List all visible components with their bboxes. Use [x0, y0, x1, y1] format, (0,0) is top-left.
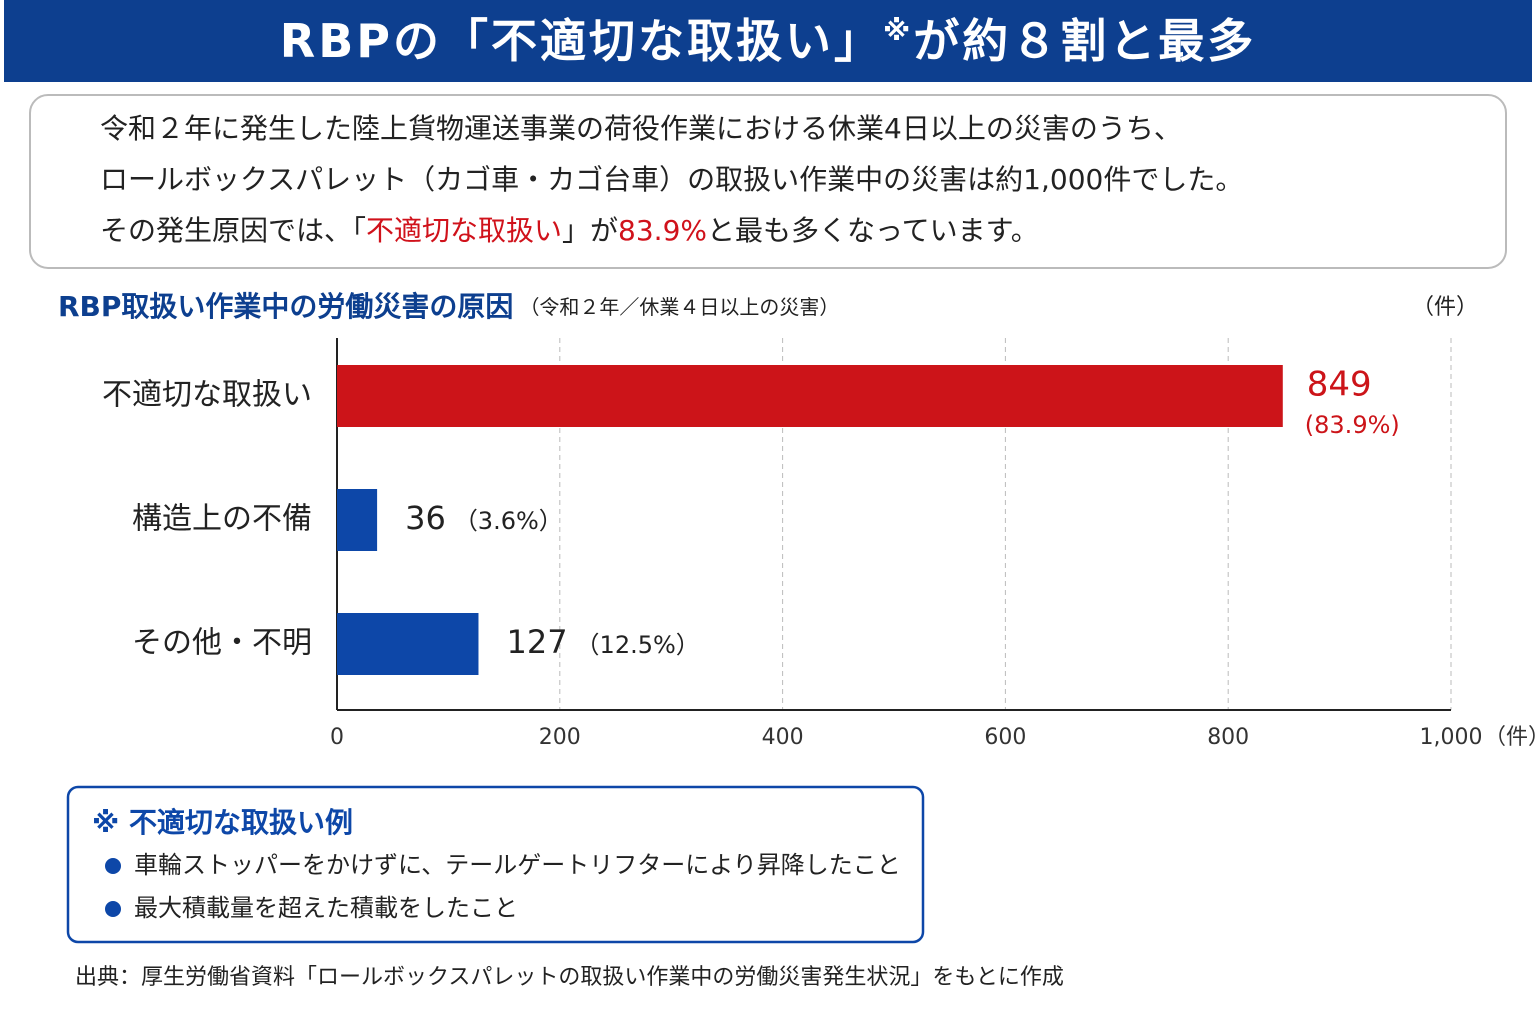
note-item: 最大積載量を超えた積載をしたこと	[134, 894, 518, 922]
chart-subtitle: （令和２年／休業４日以上の災害）	[519, 295, 839, 319]
title-main: RBPの「不適切な取扱い」	[280, 14, 883, 68]
x-tick-label: 800	[1207, 725, 1249, 750]
note-title: ※ 不適切な取扱い例	[92, 806, 353, 839]
value-label: 849	[1307, 365, 1372, 405]
chart-title-main: RBP取扱い作業中の労働災害の原因	[58, 290, 513, 323]
chart-title: RBP取扱い作業中の労働災害の原因 （令和２年／休業４日以上の災害）	[58, 290, 839, 323]
bar	[337, 613, 479, 675]
percent-label: （3.6%）	[454, 507, 563, 535]
percent-label: （12.5%）	[576, 631, 700, 659]
x-tick-label: 400	[762, 725, 804, 750]
title-rest: が約８割と最多	[913, 14, 1256, 68]
note-item: 車輪ストッパーをかけずに、テールゲートリフターにより昇降したこと	[134, 851, 901, 879]
page-title: RBPの「不適切な取扱い」※が約８割と最多	[280, 14, 1256, 68]
y-tick-label: 不適切な取扱い	[102, 378, 312, 413]
intro-highlight: 不適切な取扱い	[366, 214, 562, 247]
title-mark: ※	[883, 14, 913, 47]
intro-text: ロールボックスパレット（カゴ車・カゴ台車）の取扱い作業中の災害は約1,000件で…	[100, 163, 1243, 196]
bullet	[105, 858, 121, 874]
note-list: 車輪ストッパーをかけずに、テールゲートリフターにより昇降したこと最大積載量を超え…	[105, 851, 901, 922]
intro: 令和２年に発生した陸上貨物運送事業の荷役作業における休業4日以上の災害のうち、ロ…	[100, 112, 1243, 247]
percent-label: (83.9%)	[1305, 411, 1400, 439]
intro-text: と最も多くなっています。	[707, 214, 1039, 247]
note-box	[66, 785, 925, 944]
intro-highlight: 83.9%	[618, 214, 707, 247]
header-bar	[4, 0, 1532, 82]
intro-line: ロールボックスパレット（カゴ車・カゴ台車）の取扱い作業中の災害は約1,000件で…	[100, 163, 1243, 196]
chart: 0 200 400 600 800 1,000（件） 不適切な取扱い 849 (83.9%) 構造…	[102, 338, 1536, 750]
unit-label: （件）	[1412, 295, 1478, 320]
y-tick-label: 構造上の不備	[132, 502, 312, 537]
source: 出典：厚生労働省資料「ロールボックスパレットの取扱い作業中の労働災害発生状況」を…	[75, 965, 1064, 990]
intro-text: 」が	[562, 214, 618, 247]
bullet	[105, 901, 121, 917]
value-label: 36	[405, 499, 446, 537]
x-tick-label: 1,000	[1420, 725, 1483, 750]
bar	[337, 365, 1283, 427]
y-tick-label: その他・不明	[132, 626, 312, 661]
x-tick-label: 200	[539, 725, 581, 750]
intro-line: その発生原因では、「不適切な取扱い」が83.9%と最も多くなっています。	[100, 214, 1039, 247]
intro-text: 令和２年に発生した陸上貨物運送事業の荷役作業における休業4日以上の災害のうち、	[100, 112, 1182, 145]
x-axis-unit: （件）	[1484, 725, 1536, 750]
bar	[337, 489, 378, 551]
x-tick-label: 600	[984, 725, 1026, 750]
intro-text: その発生原因では、「	[100, 214, 366, 247]
intro-line: 令和２年に発生した陸上貨物運送事業の荷役作業における休業4日以上の災害のうち、	[100, 112, 1182, 145]
value-label: 127	[506, 623, 567, 661]
intro-box	[29, 94, 1507, 269]
x-tick-label: 0	[330, 725, 344, 750]
